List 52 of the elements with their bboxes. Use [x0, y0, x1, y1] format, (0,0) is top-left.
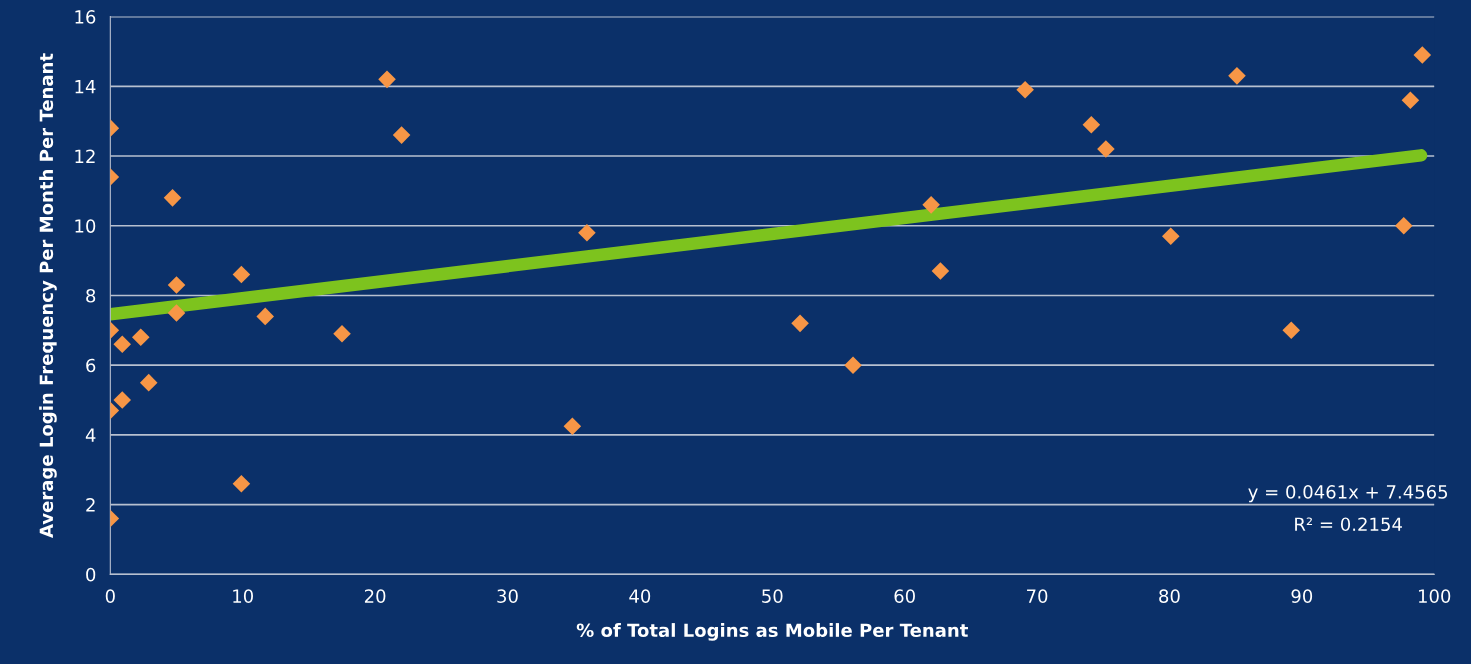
point	[578, 223, 596, 242]
point	[922, 196, 940, 214]
point	[791, 314, 809, 333]
y-tick-label: 8	[86, 288, 96, 303]
y-tick-label: 14	[75, 80, 96, 94]
y-tick-label: 6	[86, 358, 96, 373]
point	[1097, 140, 1115, 158]
annotation: R² = 0.2154	[1295, 517, 1402, 532]
point	[1228, 67, 1246, 85]
point	[1082, 115, 1101, 134]
point	[139, 373, 158, 392]
x-tick-label: 40	[629, 589, 651, 603]
y-tick-label: 2	[86, 498, 95, 512]
x-tick-label: 60	[894, 589, 915, 603]
point	[113, 391, 132, 409]
x-tick-label: 30	[497, 589, 518, 603]
x-tick-label: 70	[1027, 589, 1048, 603]
point	[256, 307, 274, 326]
point	[333, 325, 351, 343]
y-tick-label: 12	[75, 149, 95, 163]
point	[167, 276, 186, 294]
point	[1413, 46, 1432, 64]
x-tick-label: 50	[762, 589, 783, 603]
x-tick-label: 0	[105, 589, 115, 603]
point	[844, 356, 862, 374]
x-tick-label: 80	[1159, 589, 1180, 603]
point	[131, 328, 150, 347]
point	[563, 417, 582, 435]
point	[232, 265, 251, 284]
point	[232, 474, 251, 493]
y-axis-title: Average Login Frequency Per Month Per Tenant	[39, 53, 57, 538]
x-tick-label: 10	[233, 589, 253, 603]
x-axis-title: % of Total Logins as Mobile Per Tenant	[576, 623, 968, 641]
point	[392, 126, 411, 144]
point	[167, 304, 186, 322]
point	[1401, 91, 1420, 110]
y-tick-label: 10	[75, 219, 96, 233]
point	[931, 262, 950, 280]
x-tick-label: 90	[1291, 589, 1313, 603]
x-tick-label: 100	[1418, 589, 1451, 603]
point	[113, 335, 132, 354]
point	[1394, 216, 1413, 235]
y-tick-label: 0	[86, 567, 96, 582]
point	[1282, 321, 1301, 340]
y-tick-label: 4	[85, 428, 96, 442]
point	[378, 70, 396, 89]
x-tick-label: 20	[364, 589, 386, 603]
point	[1016, 81, 1034, 99]
point	[163, 189, 182, 207]
annotation: y = 0.0461x + 7.4565	[1248, 485, 1448, 503]
point	[1161, 227, 1180, 245]
y-tick-label: 16	[75, 10, 96, 24]
